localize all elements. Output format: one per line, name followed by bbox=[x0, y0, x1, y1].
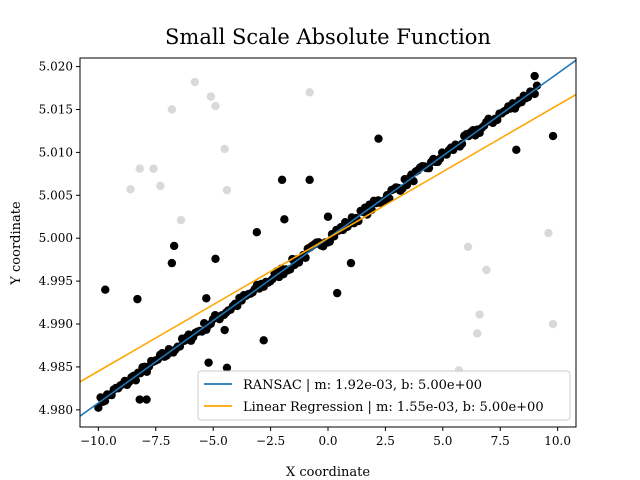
inlier-point bbox=[220, 325, 229, 335]
inlier-point bbox=[548, 131, 558, 141]
legend-box bbox=[197, 370, 571, 421]
inlier-point bbox=[277, 175, 287, 185]
inlier-point bbox=[532, 81, 542, 90]
y-tick-label: 4.995 bbox=[39, 274, 73, 288]
inlier-point bbox=[530, 89, 539, 99]
outlier-point bbox=[544, 228, 553, 238]
y-tick-label: 5.005 bbox=[39, 188, 73, 202]
outlier-point bbox=[211, 101, 220, 111]
legend-label-ransac: RANSAC | m: 1.92e-03, b: 5.00e+00 bbox=[243, 378, 482, 393]
inlier-point bbox=[280, 215, 289, 224]
x-tick-label: −2.5 bbox=[256, 434, 285, 448]
x-tick-label: −10.0 bbox=[80, 434, 117, 448]
legend-label-linear-regression: Linear Regression | m: 1.55e-03, b: 5.00… bbox=[243, 400, 544, 415]
outlier-point bbox=[206, 92, 216, 101]
inlier-point bbox=[305, 175, 314, 185]
outlier-point bbox=[222, 185, 232, 195]
outlier-point bbox=[482, 265, 491, 275]
outlier-point bbox=[176, 215, 186, 225]
x-tick-label: 0.0 bbox=[318, 434, 337, 448]
y-axis-ticks: 4.980 4.985 4.990 4.995 5.000 5.005 5.010 5.015… bbox=[39, 60, 80, 417]
y-tick-label: 4.985 bbox=[39, 360, 73, 374]
y-axis-label: Y coordinate bbox=[9, 201, 24, 286]
linear-regression-fit-line bbox=[80, 93, 576, 383]
x-tick-label: 7.5 bbox=[491, 434, 510, 448]
outlier-point bbox=[463, 242, 473, 251]
x-tick-label: 2.5 bbox=[376, 434, 395, 448]
x-axis-label: X coordinate bbox=[286, 465, 370, 480]
y-tick-label: 5.010 bbox=[39, 145, 73, 159]
outlier-point bbox=[156, 181, 165, 191]
inlier-point bbox=[133, 294, 142, 304]
outlier-points bbox=[126, 77, 558, 375]
x-tick-label: −7.5 bbox=[141, 434, 170, 448]
inlier-point bbox=[512, 145, 521, 155]
inlier-point bbox=[101, 285, 110, 294]
x-axis-ticks: −10.0 −7.5 −5.0 −2.5 0.0 2.5 5.0 7.5 10.0 bbox=[80, 427, 571, 448]
inlier-point bbox=[323, 212, 333, 221]
inlier-point bbox=[204, 358, 213, 367]
inlier-point bbox=[167, 258, 177, 268]
chart-title: Small Scale Absolute Function bbox=[165, 25, 491, 49]
inlier-point bbox=[332, 288, 342, 298]
y-tick-label: 4.990 bbox=[39, 317, 73, 331]
inlier-point bbox=[175, 342, 185, 351]
inlier-point bbox=[211, 254, 220, 264]
outlier-point bbox=[149, 164, 158, 173]
outlier-point bbox=[548, 319, 558, 329]
inlier-point bbox=[457, 139, 467, 149]
y-tick-label: 5.000 bbox=[39, 231, 73, 245]
y-tick-label: 5.020 bbox=[39, 60, 73, 74]
inlier-point bbox=[169, 241, 179, 251]
outlier-point bbox=[473, 329, 482, 338]
inlier-point bbox=[135, 395, 144, 404]
inlier-point bbox=[222, 363, 232, 372]
inlier-point bbox=[530, 71, 539, 81]
y-tick-label: 4.980 bbox=[39, 403, 73, 417]
inlier-point bbox=[252, 228, 262, 237]
x-tick-label: 5.0 bbox=[433, 434, 452, 448]
inlier-point bbox=[142, 395, 151, 404]
inlier-point bbox=[202, 294, 211, 303]
y-tick-label: 5.015 bbox=[39, 102, 73, 116]
outlier-point bbox=[305, 88, 314, 97]
inlier-point bbox=[346, 258, 356, 268]
outlier-point bbox=[167, 105, 177, 114]
outlier-point bbox=[475, 310, 484, 319]
chart-legend: RANSAC | m: 1.92e-03, b: 5.00e+00 Linear… bbox=[197, 370, 571, 421]
x-tick-label: −5.0 bbox=[199, 434, 228, 448]
outlier-point bbox=[190, 77, 200, 87]
fit-lines bbox=[80, 59, 576, 417]
inlier-point bbox=[374, 134, 383, 143]
inlier-point bbox=[259, 336, 268, 345]
outlier-point bbox=[126, 185, 135, 194]
x-tick-label: 10.0 bbox=[544, 434, 571, 448]
inlier-point bbox=[94, 403, 103, 412]
outlier-point bbox=[220, 144, 229, 154]
outlier-point bbox=[135, 164, 144, 173]
